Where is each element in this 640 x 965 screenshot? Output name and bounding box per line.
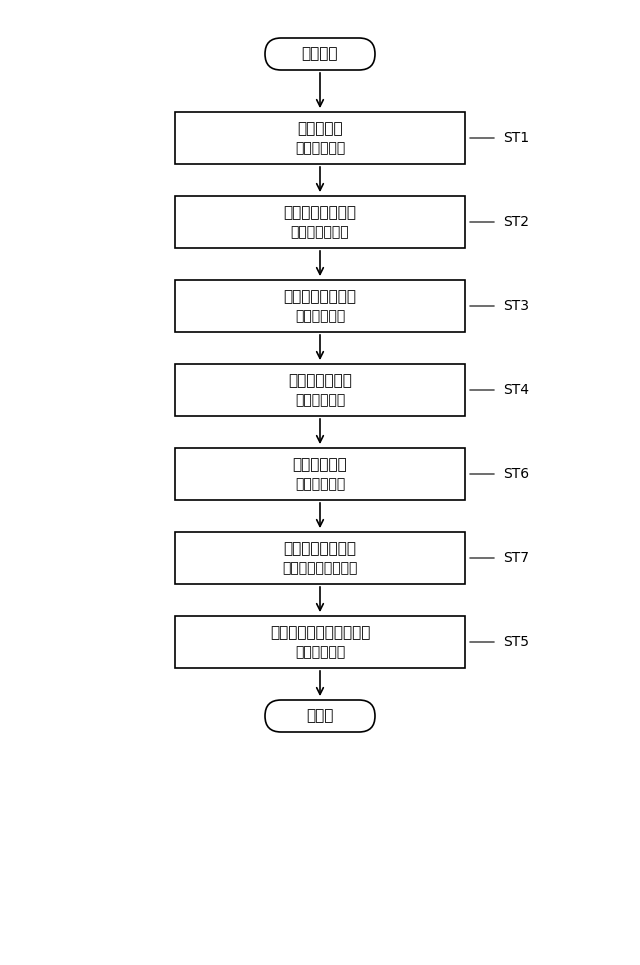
Text: ST7: ST7: [503, 551, 529, 565]
FancyBboxPatch shape: [175, 448, 465, 500]
Text: ST6: ST6: [503, 467, 529, 481]
Text: （開き工程）: （開き工程）: [295, 393, 345, 407]
FancyBboxPatch shape: [175, 112, 465, 164]
Text: 開いた状態の半身を凍結: 開いた状態の半身を凍結: [270, 625, 370, 641]
Text: （真空パック工程）: （真空パック工程）: [282, 561, 358, 575]
FancyBboxPatch shape: [265, 700, 375, 732]
FancyBboxPatch shape: [175, 532, 465, 584]
Text: スタート: スタート: [301, 46, 339, 62]
Text: 半凍結または凍結: 半凍結または凍結: [284, 206, 356, 220]
FancyBboxPatch shape: [265, 38, 375, 70]
Text: （切込工程）: （切込工程）: [295, 309, 345, 323]
Text: エンド: エンド: [307, 708, 333, 724]
Text: ST2: ST2: [503, 215, 529, 229]
Text: ST3: ST3: [503, 299, 529, 313]
Text: 容器に載せる: 容器に載せる: [292, 457, 348, 473]
Text: ST4: ST4: [503, 383, 529, 397]
Text: 真空パックにする: 真空パックにする: [284, 541, 356, 557]
FancyBboxPatch shape: [175, 196, 465, 248]
Text: 切り込みを設ける: 切り込みを設ける: [284, 290, 356, 305]
Text: （凍結工程）: （凍結工程）: [295, 645, 345, 659]
Text: （切断工程）: （切断工程）: [295, 141, 345, 155]
Text: （前処理工程）: （前処理工程）: [291, 225, 349, 239]
Text: ST5: ST5: [503, 635, 529, 649]
Text: 半身に切断: 半身に切断: [297, 122, 343, 136]
Text: 切り込みを開く: 切り込みを開く: [288, 373, 352, 389]
FancyBboxPatch shape: [175, 280, 465, 332]
Text: （載置工程）: （載置工程）: [295, 477, 345, 491]
FancyBboxPatch shape: [175, 616, 465, 668]
Text: ST1: ST1: [503, 131, 529, 145]
FancyBboxPatch shape: [175, 364, 465, 416]
